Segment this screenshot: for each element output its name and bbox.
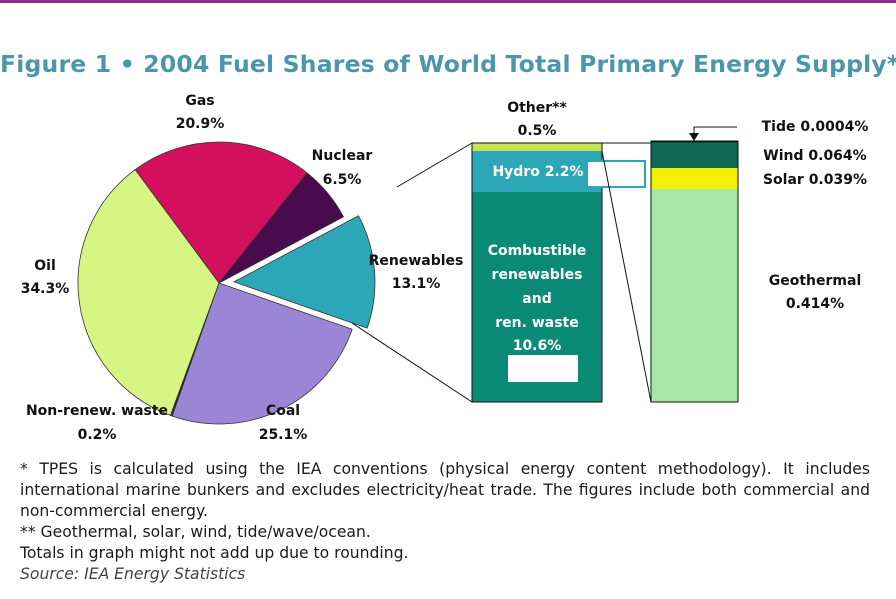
tide-arrow-head [689,133,699,141]
top-rule [0,0,896,3]
pie-slice-coal [171,282,353,425]
pie-chart [77,141,376,425]
label-gas-value: 20.9% [176,116,225,132]
connector-line-bottom [351,322,473,403]
pie-slice-gas [134,141,308,284]
label-tide: Tide 0.0004% [762,119,869,135]
label-other-value: 0.5% [518,123,557,139]
other-stacked-bar [650,140,739,403]
figure-title: Figure 1 • 2004 Fuel Shares of World Tot… [0,50,896,78]
label-renewables-value: 13.1% [392,276,441,292]
label-non-renew-waste: Non-renew. waste [26,403,168,419]
bar-segment-tide [651,141,738,143]
label-gas: Gas [185,93,214,109]
label-nuclear-value: 6.5% [323,172,362,188]
tide-arrow-line [693,126,737,134]
label-coal: Coal [266,403,300,419]
pie-slice-oil [77,169,220,416]
label-geothermal-value: 0.414% [786,296,844,312]
label-oil: Oil [34,258,56,274]
bar-outline [471,142,603,403]
label-combustible-value: 10.6% [513,338,562,354]
connector-line-top [396,142,473,188]
pie-slice-renewables [232,215,376,329]
label-renewables: Renewables [369,253,464,269]
bar-segment-hydro [472,151,602,192]
label-combustible-3: and [522,291,551,307]
bar2-outline [650,140,739,403]
label-non-renew-waste-value: 0.2% [78,427,117,443]
footnote-rounding: Totals in graph might not add up due to … [20,544,409,562]
bar-segment-other [472,143,602,151]
label-combustible-4: ren. waste [495,315,578,331]
bar-segment-wind [651,142,738,168]
source-note: Source: IEA Energy Statistics [20,565,246,583]
label-combustible-2: renewables [492,267,583,283]
other-highlight-box [586,160,646,188]
bar-segment-geothermal [651,189,738,402]
label-wind: Wind 0.064% [763,148,866,164]
label-hydro: Hydro 2.2% [492,164,583,180]
label-coal-value: 25.1% [259,427,308,443]
footnotes: * TPES is calculated using the IEA conve… [20,459,870,585]
label-nuclear: Nuclear [312,148,373,164]
label-other: Other** [507,100,567,116]
bar-segment-solar [651,168,738,189]
blank-label-box [508,355,578,382]
renewables-stacked-bar [471,142,646,403]
label-combustible-1: Combustible [488,243,587,259]
label-geothermal: Geothermal [769,273,862,289]
label-oil-value: 34.3% [21,281,70,297]
label-solar: Solar 0.039% [763,172,867,188]
footnote-tpes: * TPES is calculated using the IEA conve… [20,460,870,520]
pie-slice-nuclear [218,172,345,284]
connector-line-other-bottom [601,150,652,403]
footnote-other-definition: ** Geothermal, solar, wind, tide/wave/oc… [20,523,371,541]
